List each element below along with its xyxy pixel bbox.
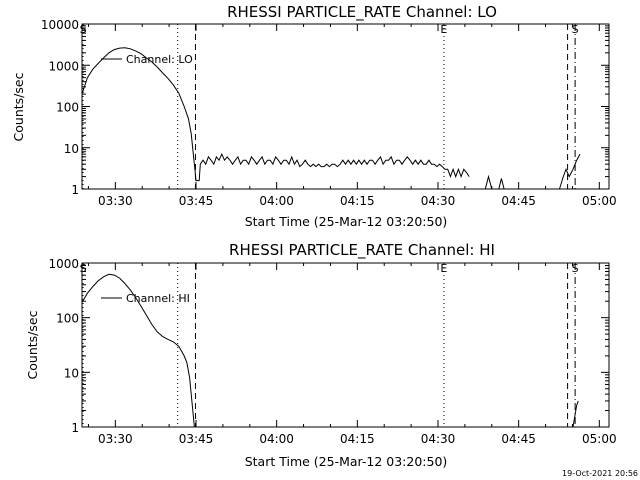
x-tick-label: 03:45 (179, 432, 214, 446)
lo-channel-panel: RHESSI PARTICLE_RATE Channel: LO Counts/… (11, 3, 617, 229)
hi-plot-frame (81, 262, 610, 428)
event-marker-label: S (572, 262, 579, 275)
y-tick-label: 1 (71, 421, 79, 435)
x-tick-label: 03:45 (179, 194, 214, 208)
hi-chart-title: RHESSI PARTICLE_RATE Channel: HI (229, 241, 495, 260)
lo-series-line (484, 174, 493, 190)
lo-series-line (498, 178, 505, 190)
hi-x-axis-label: Start Time (25-Mar-12 03:20:50) (245, 454, 448, 469)
hi-series (81, 273, 579, 428)
y-tick-label: 10 (64, 366, 79, 380)
hi-y-axis-label: Counts/sec (25, 310, 40, 379)
event-marker-label: E (440, 262, 447, 275)
y-tick-label: 1000 (48, 59, 79, 73)
lo-axes: 03:30 03:45 04:00 04:15 04:30 04:45 05:00 1 10 10… (41, 18, 617, 208)
lo-x-axis-label: Start Time (25-Mar-12 03:20:50) (245, 214, 448, 229)
hi-legend-label: Channel: HI (126, 292, 190, 305)
lo-chart-title: RHESSI PARTICLE_RATE Channel: LO (227, 3, 497, 22)
hi-legend: Channel: HI (101, 292, 190, 305)
y-tick-label: 100 (56, 312, 79, 326)
hi-axes: 03:30 03:45 04:00 04:15 04:30 04:45 05:00 1 10 10… (48, 257, 616, 446)
x-tick-label: 04:30 (421, 432, 456, 446)
x-tick-label: 03:30 (98, 194, 133, 208)
event-marker-label: S (80, 262, 87, 275)
lo-legend-label: Channel: LO (126, 53, 193, 66)
x-tick-label: 03:30 (98, 432, 133, 446)
lo-series-line (81, 47, 470, 182)
hi-series-line (81, 273, 195, 428)
event-marker-label: E (440, 23, 447, 36)
x-tick-label: 04:45 (501, 194, 536, 208)
x-tick-label: 05:00 (582, 194, 617, 208)
x-tick-label: 04:00 (259, 194, 294, 208)
lo-series-line (559, 153, 581, 190)
x-tick-label: 04:15 (340, 432, 375, 446)
event-marker-label: S (80, 23, 87, 36)
generation-timestamp: 19-Oct-2021 20:56 (562, 469, 638, 478)
x-tick-label: 04:00 (259, 432, 294, 446)
y-tick-label: 10 (64, 142, 79, 156)
lo-legend: Channel: LO (101, 53, 193, 66)
hi-channel-panel: RHESSI PARTICLE_RATE Channel: HI Counts/… (25, 241, 617, 469)
y-tick-label: 1000 (48, 257, 79, 271)
hi-series-line (572, 400, 579, 428)
y-tick-label: 10000 (41, 18, 79, 32)
y-tick-label: 100 (56, 101, 79, 115)
lo-y-axis-label: Counts/sec (11, 72, 26, 141)
x-tick-label: 04:45 (501, 432, 536, 446)
x-tick-label: 05:00 (582, 432, 617, 446)
lo-series (81, 47, 581, 190)
y-tick-label: 1 (71, 183, 79, 197)
x-tick-label: 04:15 (340, 194, 375, 208)
event-marker-label: S (572, 23, 579, 36)
x-tick-label: 04:30 (421, 194, 456, 208)
